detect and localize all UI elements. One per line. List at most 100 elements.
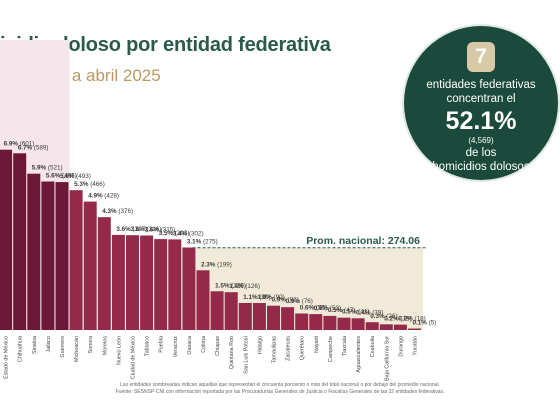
bar-4 [41,181,55,330]
bar-10 [126,235,139,330]
value-label-12: 3.5% (303) [159,230,190,237]
category-label-8: Morelos [102,336,108,355]
category-label-6: Michoacán [74,336,80,362]
bar-8 [97,217,111,330]
category-label-14: Oaxaca [187,336,193,355]
chart-title: icidio doloso por entidad federativa [0,34,331,56]
footnote-line-2: Fuente: SESNSP-CNI con información repor… [115,388,445,395]
bar-25 [337,317,351,330]
category-label-15: Colima [201,336,207,353]
bar-9 [111,234,125,330]
category-label-26: Aguascalientes [356,336,362,373]
summary-count: (4,569) [468,136,494,145]
category-label-30: Yucatán [413,336,419,355]
value-label-25: 0.5% (41) [342,309,369,316]
bar-11 [140,235,154,330]
value-label-19: 1.0% (90) [257,294,284,301]
category-label-20: Tamaulipas [272,336,278,364]
value-label-21: 0.9% (76) [286,298,313,305]
bar-24 [323,315,337,330]
category-label-2: Chihuahua [18,336,24,362]
value-label-9: 3.6% (317) [116,226,147,233]
value-label-15: 2.3% (199) [201,261,232,268]
value-label-28: 0.2% (19) [384,315,411,322]
value-label-18: 1.1% (90) [243,294,270,301]
value-label-20: 0.9% (81) [272,297,299,304]
footnote: Las entidades sombreadas indican aquella… [70,382,490,395]
value-label-14: 3.1% (275) [187,239,218,246]
category-label-17: Quintana Roo [229,336,235,369]
category-label-13: Veracruz [173,336,179,358]
category-label-18: San Luis Potosí [243,336,249,374]
value-label-7: 4.9% (428) [88,193,119,200]
value-label-24: 0.5% (47) [328,307,355,314]
category-label-1: Estado de México [4,336,10,379]
value-label-2: 6.7% (589) [18,144,49,151]
category-label-21: Zacatecas [286,336,292,361]
bar-21 [281,307,295,330]
bar-15 [196,270,210,330]
value-label-1: 6.9% (601) [4,141,35,148]
value-label-30: 0.1% (5) [413,320,437,327]
category-label-25: Tlaxcala [342,336,348,356]
bar-1 [0,149,13,330]
bar-29 [393,324,407,330]
category-label-5: Guerrero [60,336,66,358]
bar-5 [55,182,69,330]
value-label-8: 4.3% (376) [102,208,133,215]
bar-17 [224,292,238,330]
bar-14 [182,247,196,330]
category-label-16: Chiapas [215,336,221,356]
bar-22 [295,313,309,330]
category-label-10: Ciudad de México [131,336,137,379]
bar-23 [309,314,323,330]
category-label-12: Puebla [159,336,165,353]
value-label-11: 3.6% (315) [145,227,176,234]
bar-26 [351,318,365,330]
bar-16 [210,291,224,330]
bar-28 [379,324,393,330]
value-label-13: 3.4% (302) [173,230,204,237]
category-label-22: Querétaro [300,336,306,360]
states-count-badge: 7 [467,42,495,72]
summary-text-2: concentran el [446,93,516,105]
bar-30 [408,328,421,330]
category-label-23: Nayarit [314,336,320,354]
value-label-10: 3.6% (316) [131,226,162,233]
bar-12 [154,239,168,330]
bar-18 [238,303,252,330]
value-label-22: 0.6% (55) [300,305,327,312]
category-label-7: Sonora [88,336,94,353]
value-label-26: 0.4% (39) [356,309,383,316]
value-label-6: 5.3% (466) [74,181,105,188]
bar-6 [69,190,83,330]
bar-27 [365,322,379,330]
summary-percent: 52.1% [445,107,517,135]
category-label-27: Coahuila [370,336,376,357]
value-label-17: 1.4% (126) [229,283,260,290]
summary-text-3: de los [465,147,497,159]
bar-19 [252,303,266,330]
value-label-3: 5.9% (521) [32,165,63,172]
value-label-23: 0.6% (53) [314,305,341,312]
value-label-4: 5.6% (495) [46,173,77,180]
bar-7 [83,201,97,330]
summary-text-1: entidades federativas [426,79,536,91]
category-label-19: Hidalgo [257,336,263,354]
category-label-24: Campeche [328,336,334,362]
value-label-5: 5.6% (493) [60,173,91,180]
category-label-3: Sinaloa [32,336,38,354]
value-label-16: 1.5% (129) [215,282,246,289]
summary-circle: 7 entidades federativas concentran el 52… [404,26,558,180]
value-label-27: 0.3% (26) [370,313,397,320]
average-label: Prom. nacional: 274.06 [306,235,420,247]
bar-13 [168,239,182,330]
category-label-29: Durango [398,336,404,357]
bar-20 [267,305,280,330]
category-label-9: Nuevo León [116,336,122,365]
category-label-11: Tabasco [145,336,151,356]
category-label-4: Jalisco [46,336,52,352]
category-label-28: Baja California Sur [384,336,390,381]
summary-text-4: homicidios dolosos [432,161,530,173]
